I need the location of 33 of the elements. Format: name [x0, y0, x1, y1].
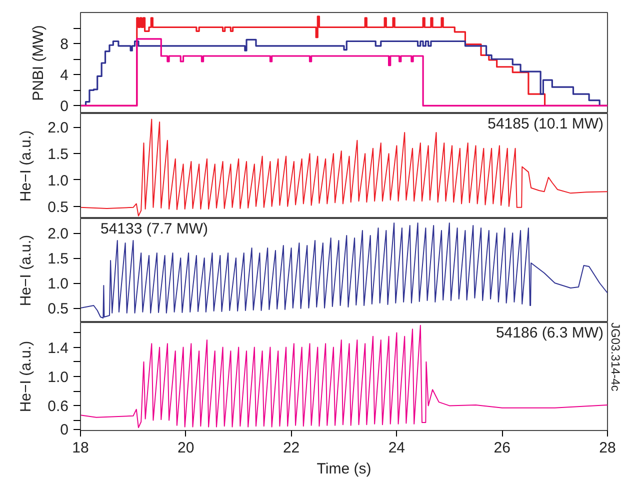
x-tick-label: 20 — [178, 440, 194, 456]
line-series — [80, 324, 608, 428]
y-tick-label: 0.6 — [48, 398, 69, 416]
y-tick-label: 1.5 — [48, 146, 69, 164]
line-series — [80, 118, 608, 216]
y-tick-label: 2.0 — [48, 120, 69, 137]
y-tick-label: 0 — [60, 98, 68, 116]
y-tick-label: 0.5 — [48, 198, 69, 216]
x-tick-label: 18 — [72, 440, 89, 456]
y-axis-title: He−I (a.u.) — [18, 234, 35, 306]
y-tick-label: 0.5 — [48, 300, 69, 318]
y-tick-label: 1.0 — [48, 276, 69, 292]
annotation: 54133 (7.7 MW) — [100, 220, 208, 238]
y-tick-label: 1.4 — [48, 340, 69, 357]
y-tick-label: 8 — [60, 36, 68, 54]
y-axis-title: He−I (a.u.) — [18, 340, 35, 412]
annotation: 54185 (10.1 MW) — [488, 116, 604, 132]
y-axis-title: PNBI (MW) — [30, 25, 48, 101]
x-tick-label: 22 — [282, 440, 300, 456]
y-tick-label: 1.5 — [48, 250, 69, 268]
y-tick-label: 1.0 — [48, 172, 69, 190]
y-tick-label: 2.0 — [48, 226, 69, 242]
y-tick-label: 4 — [60, 67, 68, 84]
line-series — [80, 222, 608, 318]
x-axis-title: Time (s) — [316, 460, 372, 478]
y-axis-title: He−I (a.u.) — [18, 130, 35, 202]
y-tick-label: 0 — [60, 422, 68, 439]
text: JG03.314-4c — [608, 322, 622, 392]
x-tick-label: 28 — [599, 440, 616, 456]
x-tick-label: 26 — [494, 440, 510, 456]
y-tick-label: 1.0 — [48, 369, 69, 386]
x-tick-label: 24 — [388, 440, 406, 456]
annotation: 54186 (6.3 MW) — [496, 324, 604, 342]
